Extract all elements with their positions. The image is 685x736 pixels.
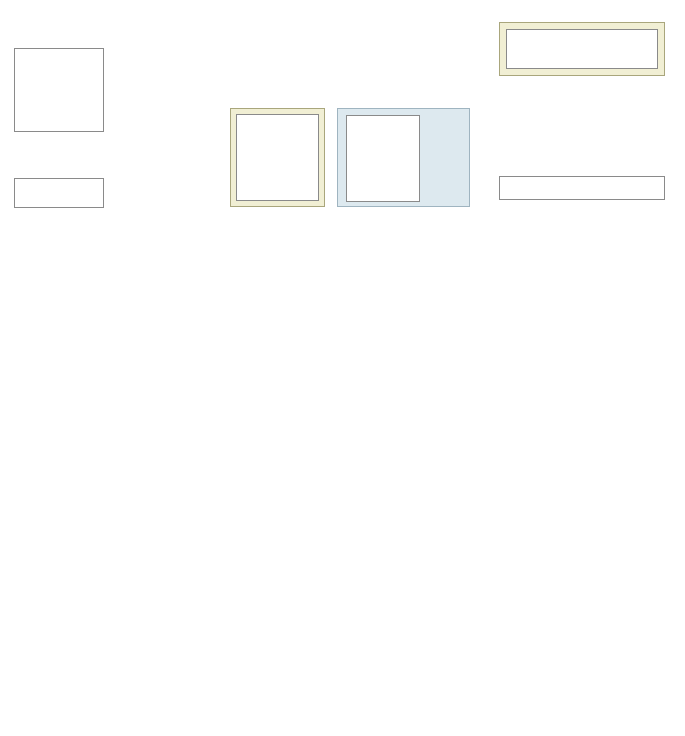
glucose-curves-chart: [2, 228, 245, 450]
standardized-carbs-inner: [236, 114, 319, 201]
glucose-example-chart: [229, 5, 470, 106]
scaled-value-heatmap: [0, 462, 360, 736]
rice-icon: [437, 139, 461, 158]
down-arrow-icon: [54, 33, 64, 46]
spiker-people: [494, 86, 669, 160]
cgm-arrow: [150, 46, 235, 104]
microbiome-panel: [14, 178, 104, 208]
time-to-peak-bar-chart: [462, 230, 685, 456]
correlation-heatmap: [360, 462, 685, 736]
down-arrow-icon: [54, 166, 64, 177]
mitigators-panel: [337, 108, 470, 207]
insulin-legend: [499, 176, 665, 200]
spiker-legend-inner: [506, 29, 658, 69]
standardized-carbs-panel: [230, 108, 325, 207]
microbiome-icon: [23, 184, 43, 202]
mitigator-rice-item: [434, 139, 464, 163]
omics-panel: [14, 48, 104, 132]
sample-jar-icon: [44, 136, 68, 165]
auc-bar-chart: [248, 230, 460, 456]
blood-drop-icon: [51, 10, 67, 32]
spiker-legend-panel: [499, 22, 665, 76]
mitigators-inner: [346, 115, 420, 202]
